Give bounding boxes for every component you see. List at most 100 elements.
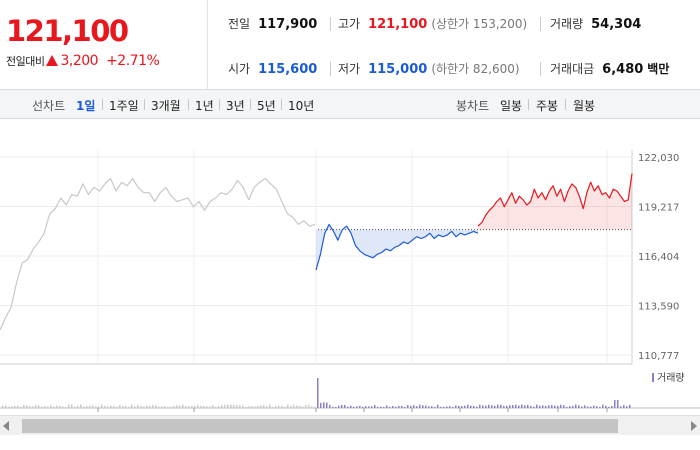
volume-bar (425, 405, 427, 408)
volume-bar (479, 404, 481, 408)
volume-bar (404, 406, 406, 408)
volume-bar (437, 404, 439, 408)
volume-bar (371, 406, 373, 408)
tab-1-day[interactable]: 1일 (76, 99, 96, 113)
volume-bar (482, 405, 484, 408)
volume-bar (596, 406, 598, 408)
tab-3-months[interactable]: 3개월 (151, 99, 181, 113)
volume-bar (245, 406, 247, 408)
tab-daily-candle[interactable]: 일봉 (500, 99, 523, 113)
stat-label: 거래량 (550, 17, 584, 31)
divider (540, 17, 541, 31)
volume-bar (533, 406, 535, 408)
scroll-left-icon[interactable] (3, 421, 9, 431)
volume-bar (605, 405, 607, 408)
tab-weekly-candle[interactable]: 주봉 (536, 99, 559, 113)
tab-monthly-candle[interactable]: 월봉 (573, 99, 596, 113)
volume-bar (515, 404, 517, 408)
volume-bar (410, 405, 412, 408)
volume-bar (134, 406, 136, 408)
volume-bars (2, 378, 631, 408)
stat-trade-value: 거래대금 6,480 백만 (550, 60, 669, 77)
x-tick-marks (97, 408, 608, 412)
volume-bar (167, 406, 169, 408)
stat-prev-close: 전일 117,900 (228, 15, 317, 32)
volume-bar (467, 404, 469, 408)
volume-bar (116, 406, 118, 408)
volume-bar (179, 405, 181, 408)
current-price-box: 121,100 전일대비 3,200 +2.71% (0, 0, 208, 90)
volume-bar (107, 406, 109, 408)
volume-bar (311, 406, 313, 408)
volume-bar (608, 406, 610, 408)
volume-bar (248, 406, 250, 408)
tab-5-years[interactable]: 5년 (257, 99, 276, 113)
volume-bar (299, 405, 301, 408)
volume-bar (350, 405, 352, 408)
volume-bar (536, 404, 538, 408)
volume-bar (539, 405, 541, 408)
volume-bar (275, 406, 277, 408)
divider (528, 99, 529, 110)
chart-period-bar: 선차트 1일 1주일 3개월 1년 3년 5년 10년 봉차트 일봉 주봉 월봉 (0, 90, 700, 119)
volume-bar (260, 405, 262, 408)
change-percent: +2.71% (106, 53, 160, 69)
volume-bar (452, 406, 454, 408)
price-series-line (0, 178, 316, 331)
volume-bar (287, 404, 289, 408)
volume-bar (572, 405, 574, 408)
volume-bar (83, 406, 85, 408)
volume-bar (323, 402, 325, 408)
volume-bar (266, 406, 268, 408)
stat-value: 54,304 (591, 17, 642, 32)
volume-bar (518, 405, 520, 408)
volume-bar (131, 404, 133, 408)
tab-1-year[interactable]: 1년 (195, 99, 214, 113)
tab-3-years[interactable]: 3년 (226, 99, 245, 113)
volume-bar (590, 406, 592, 408)
volume-bar (272, 406, 274, 408)
stat-label: 전일 (228, 17, 251, 31)
volume-bar (143, 406, 145, 408)
volume-bar (56, 405, 58, 408)
volume-bar (575, 404, 577, 408)
volume-bar (521, 404, 523, 408)
volume-bar (554, 405, 556, 408)
volume-bar (191, 405, 193, 408)
volume-bar (218, 406, 220, 408)
volume-bar (122, 406, 124, 408)
volume-bar (278, 405, 280, 408)
volume-bar (476, 406, 478, 408)
volume-bar (263, 405, 265, 408)
volume-bar (368, 406, 370, 408)
volume-bar (161, 406, 163, 408)
volume-bar (356, 406, 358, 408)
y-tick-label: 119,217 (638, 203, 679, 214)
scroll-right-icon[interactable] (691, 421, 697, 431)
volume-bar (563, 405, 565, 408)
volume-bar (506, 405, 508, 408)
y-tick-label: 116,404 (638, 252, 679, 263)
volume-bar (197, 404, 199, 408)
volume-bar (38, 405, 40, 408)
tab-10-years[interactable]: 10년 (288, 99, 315, 113)
stat-label: 저가 (338, 62, 361, 76)
volume-bar (395, 406, 397, 408)
volume-bar (95, 406, 97, 408)
stat-sub: (상한가 153,200) (431, 17, 528, 31)
divider (330, 17, 331, 31)
volume-bar (401, 405, 403, 408)
volume-bar (569, 406, 571, 408)
volume-bar (62, 406, 64, 408)
volume-bar (11, 406, 13, 408)
volume-bar (146, 405, 148, 408)
stat-volume: 거래량 54,304 (550, 15, 641, 32)
scroll-thumb[interactable] (22, 419, 618, 433)
tab-1-week[interactable]: 1주일 (109, 99, 139, 113)
chart-scrollbar[interactable] (0, 415, 700, 435)
volume-bar (227, 404, 229, 408)
volume-bar (290, 405, 292, 408)
volume-bar (491, 405, 493, 408)
y-tick-label: 113,590 (638, 302, 679, 313)
volume-bar (524, 405, 526, 408)
